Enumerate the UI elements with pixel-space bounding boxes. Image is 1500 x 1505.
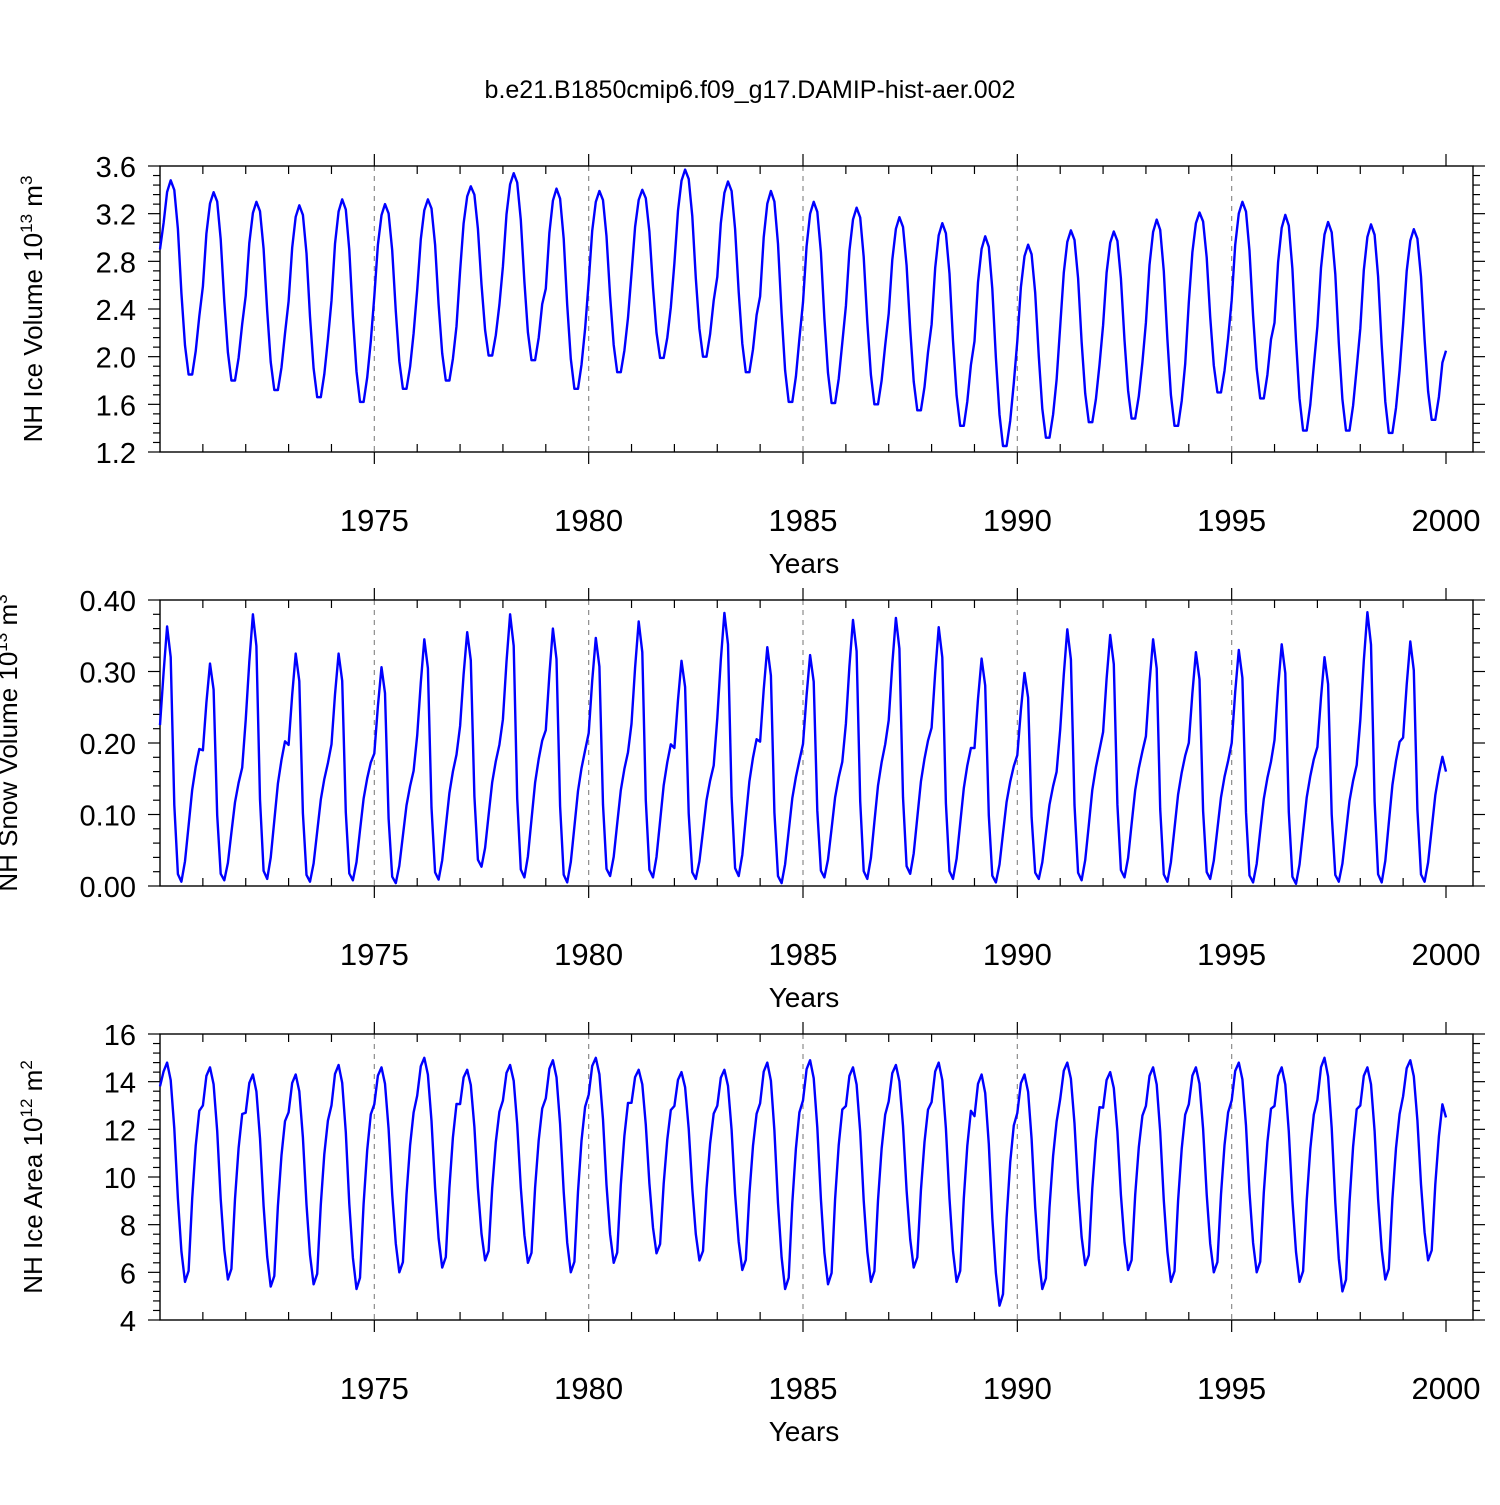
x-tick-label: 1985	[769, 937, 838, 972]
x-tick-label: 2000	[1412, 1371, 1481, 1406]
x-axis-label: Years	[769, 982, 840, 1013]
x-tick-label: 1990	[983, 1371, 1052, 1406]
y-tick-label: 3.6	[96, 152, 136, 184]
y-tick-label: 8	[120, 1211, 136, 1243]
x-tick-label: 1980	[554, 503, 623, 538]
y-tick-label: 2.8	[96, 247, 136, 279]
y-tick-label: 16	[104, 1020, 136, 1052]
x-tick-label: 1980	[554, 937, 623, 972]
y-axis-label: NH Ice Volume 1013 m3	[17, 176, 48, 443]
x-tick-label: 1995	[1197, 937, 1266, 972]
y-axis-label: NH Ice Area 1012 m2	[17, 1060, 48, 1294]
x-tick-label: 1995	[1197, 503, 1266, 538]
y-tick-label: 3.2	[96, 200, 136, 232]
y-tick-label: 6	[120, 1258, 136, 1290]
x-tick-label: 2000	[1412, 937, 1481, 972]
series-line-snow-volume	[158, 611, 1448, 886]
x-tick-label: 1975	[340, 937, 409, 972]
y-tick-label: 0.40	[80, 586, 136, 618]
y-tick-label: 2.0	[96, 343, 136, 375]
y-tick-label: 12	[104, 1115, 136, 1147]
panel-snow-volume: 0.00 0.10 0.20 0.30 0.40 1975 1980 1985 1990 1995…	[0, 586, 1485, 1013]
plot-frame	[159, 599, 1474, 887]
x-tick-label: 1985	[769, 503, 838, 538]
y-tick-label: 2.4	[96, 295, 136, 327]
x-tick-label: 1985	[769, 1371, 838, 1406]
x-tick-label: 1990	[983, 937, 1052, 972]
y-tick-label: 0.00	[80, 872, 136, 904]
x-tick-label: 1980	[554, 1371, 623, 1406]
panel-ice-area: 4 6 8 10 12 14 16 1975 1980 1985 1990 1995 2000 Years…	[17, 1020, 1485, 1447]
y-tick-label: 0.10	[80, 801, 136, 833]
x-axis-label: Years	[769, 548, 840, 579]
y-tick-label: 1.6	[96, 390, 136, 422]
plot-frame	[159, 165, 1474, 453]
y-tick-label: 0.30	[80, 658, 136, 690]
panel-ice-volume: 1.2 1.6 2.0 2.4 2.8 3.2 3.6 1975 1980 1985 1990 199…	[17, 152, 1485, 579]
series-line-ice-area	[158, 1056, 1448, 1307]
y-tick-label: 10	[104, 1163, 136, 1195]
y-axis-label: NH Snow Volume 1013 m3	[0, 594, 23, 891]
y-tick-label: 4	[120, 1306, 136, 1338]
figure-title: b.e21.B1850cmip6.f09_g17.DAMIP-hist-aer.…	[484, 76, 1016, 104]
x-tick-label: 1975	[340, 503, 409, 538]
y-tick-label: 0.20	[80, 729, 136, 761]
y-tick-label: 1.2	[96, 438, 136, 470]
y-tick-label: 14	[104, 1068, 136, 1100]
series-line-ice-volume	[158, 168, 1448, 448]
x-tick-label: 1990	[983, 503, 1052, 538]
plot-frame	[159, 1033, 1474, 1321]
x-tick-label: 2000	[1412, 503, 1481, 538]
x-axis-label: Years	[769, 1416, 840, 1447]
x-tick-label: 1995	[1197, 1371, 1266, 1406]
x-tick-label: 1975	[340, 1371, 409, 1406]
